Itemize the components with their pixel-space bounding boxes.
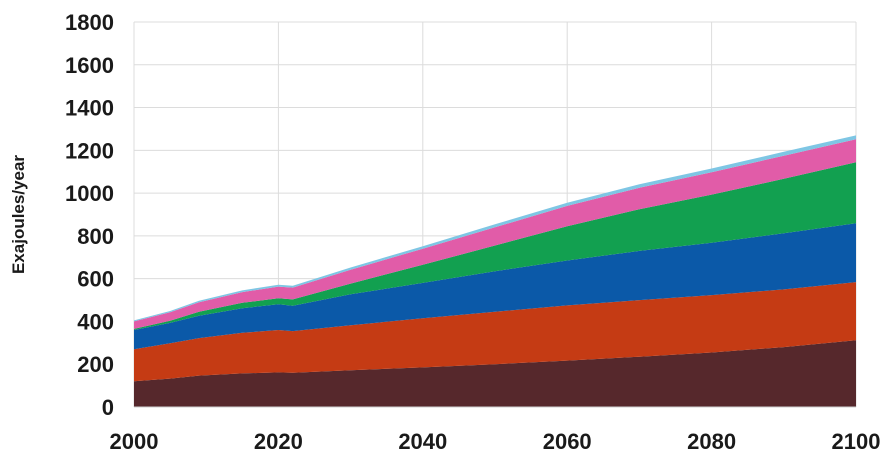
y-tick-label: 1600	[65, 53, 114, 78]
area-series-6	[134, 135, 856, 322]
y-tick-label: 600	[77, 267, 114, 292]
x-axis-ticks: 2000 2020 2040 2060 2080 2100	[110, 429, 881, 454]
y-axis-label: Exajoules/year	[9, 155, 28, 274]
y-tick-label: 1400	[65, 96, 114, 121]
x-tick-label: 2000	[110, 429, 159, 454]
area-series-1	[134, 340, 856, 407]
x-tick-label: 2080	[687, 429, 736, 454]
y-tick-label: 400	[77, 309, 114, 334]
x-tick-label: 2060	[543, 429, 592, 454]
y-tick-label: 1000	[65, 181, 114, 206]
area-series-2	[134, 282, 856, 382]
area-series-5	[134, 139, 856, 329]
y-axis-ticks: 0 200 400 600 800 1000 1200 1400 1600 1800	[65, 10, 114, 420]
area-series-group	[134, 135, 856, 407]
x-tick-label: 2020	[254, 429, 303, 454]
y-tick-label: 800	[77, 224, 114, 249]
area-series-3	[134, 223, 856, 350]
y-tick-label: 1800	[65, 10, 114, 35]
x-tick-label: 2040	[398, 429, 447, 454]
y-tick-label: 200	[77, 352, 114, 377]
y-tick-label: 1200	[65, 138, 114, 163]
area-series-4	[134, 162, 856, 330]
y-tick-label: 0	[102, 395, 114, 420]
x-tick-label: 2100	[832, 429, 881, 454]
